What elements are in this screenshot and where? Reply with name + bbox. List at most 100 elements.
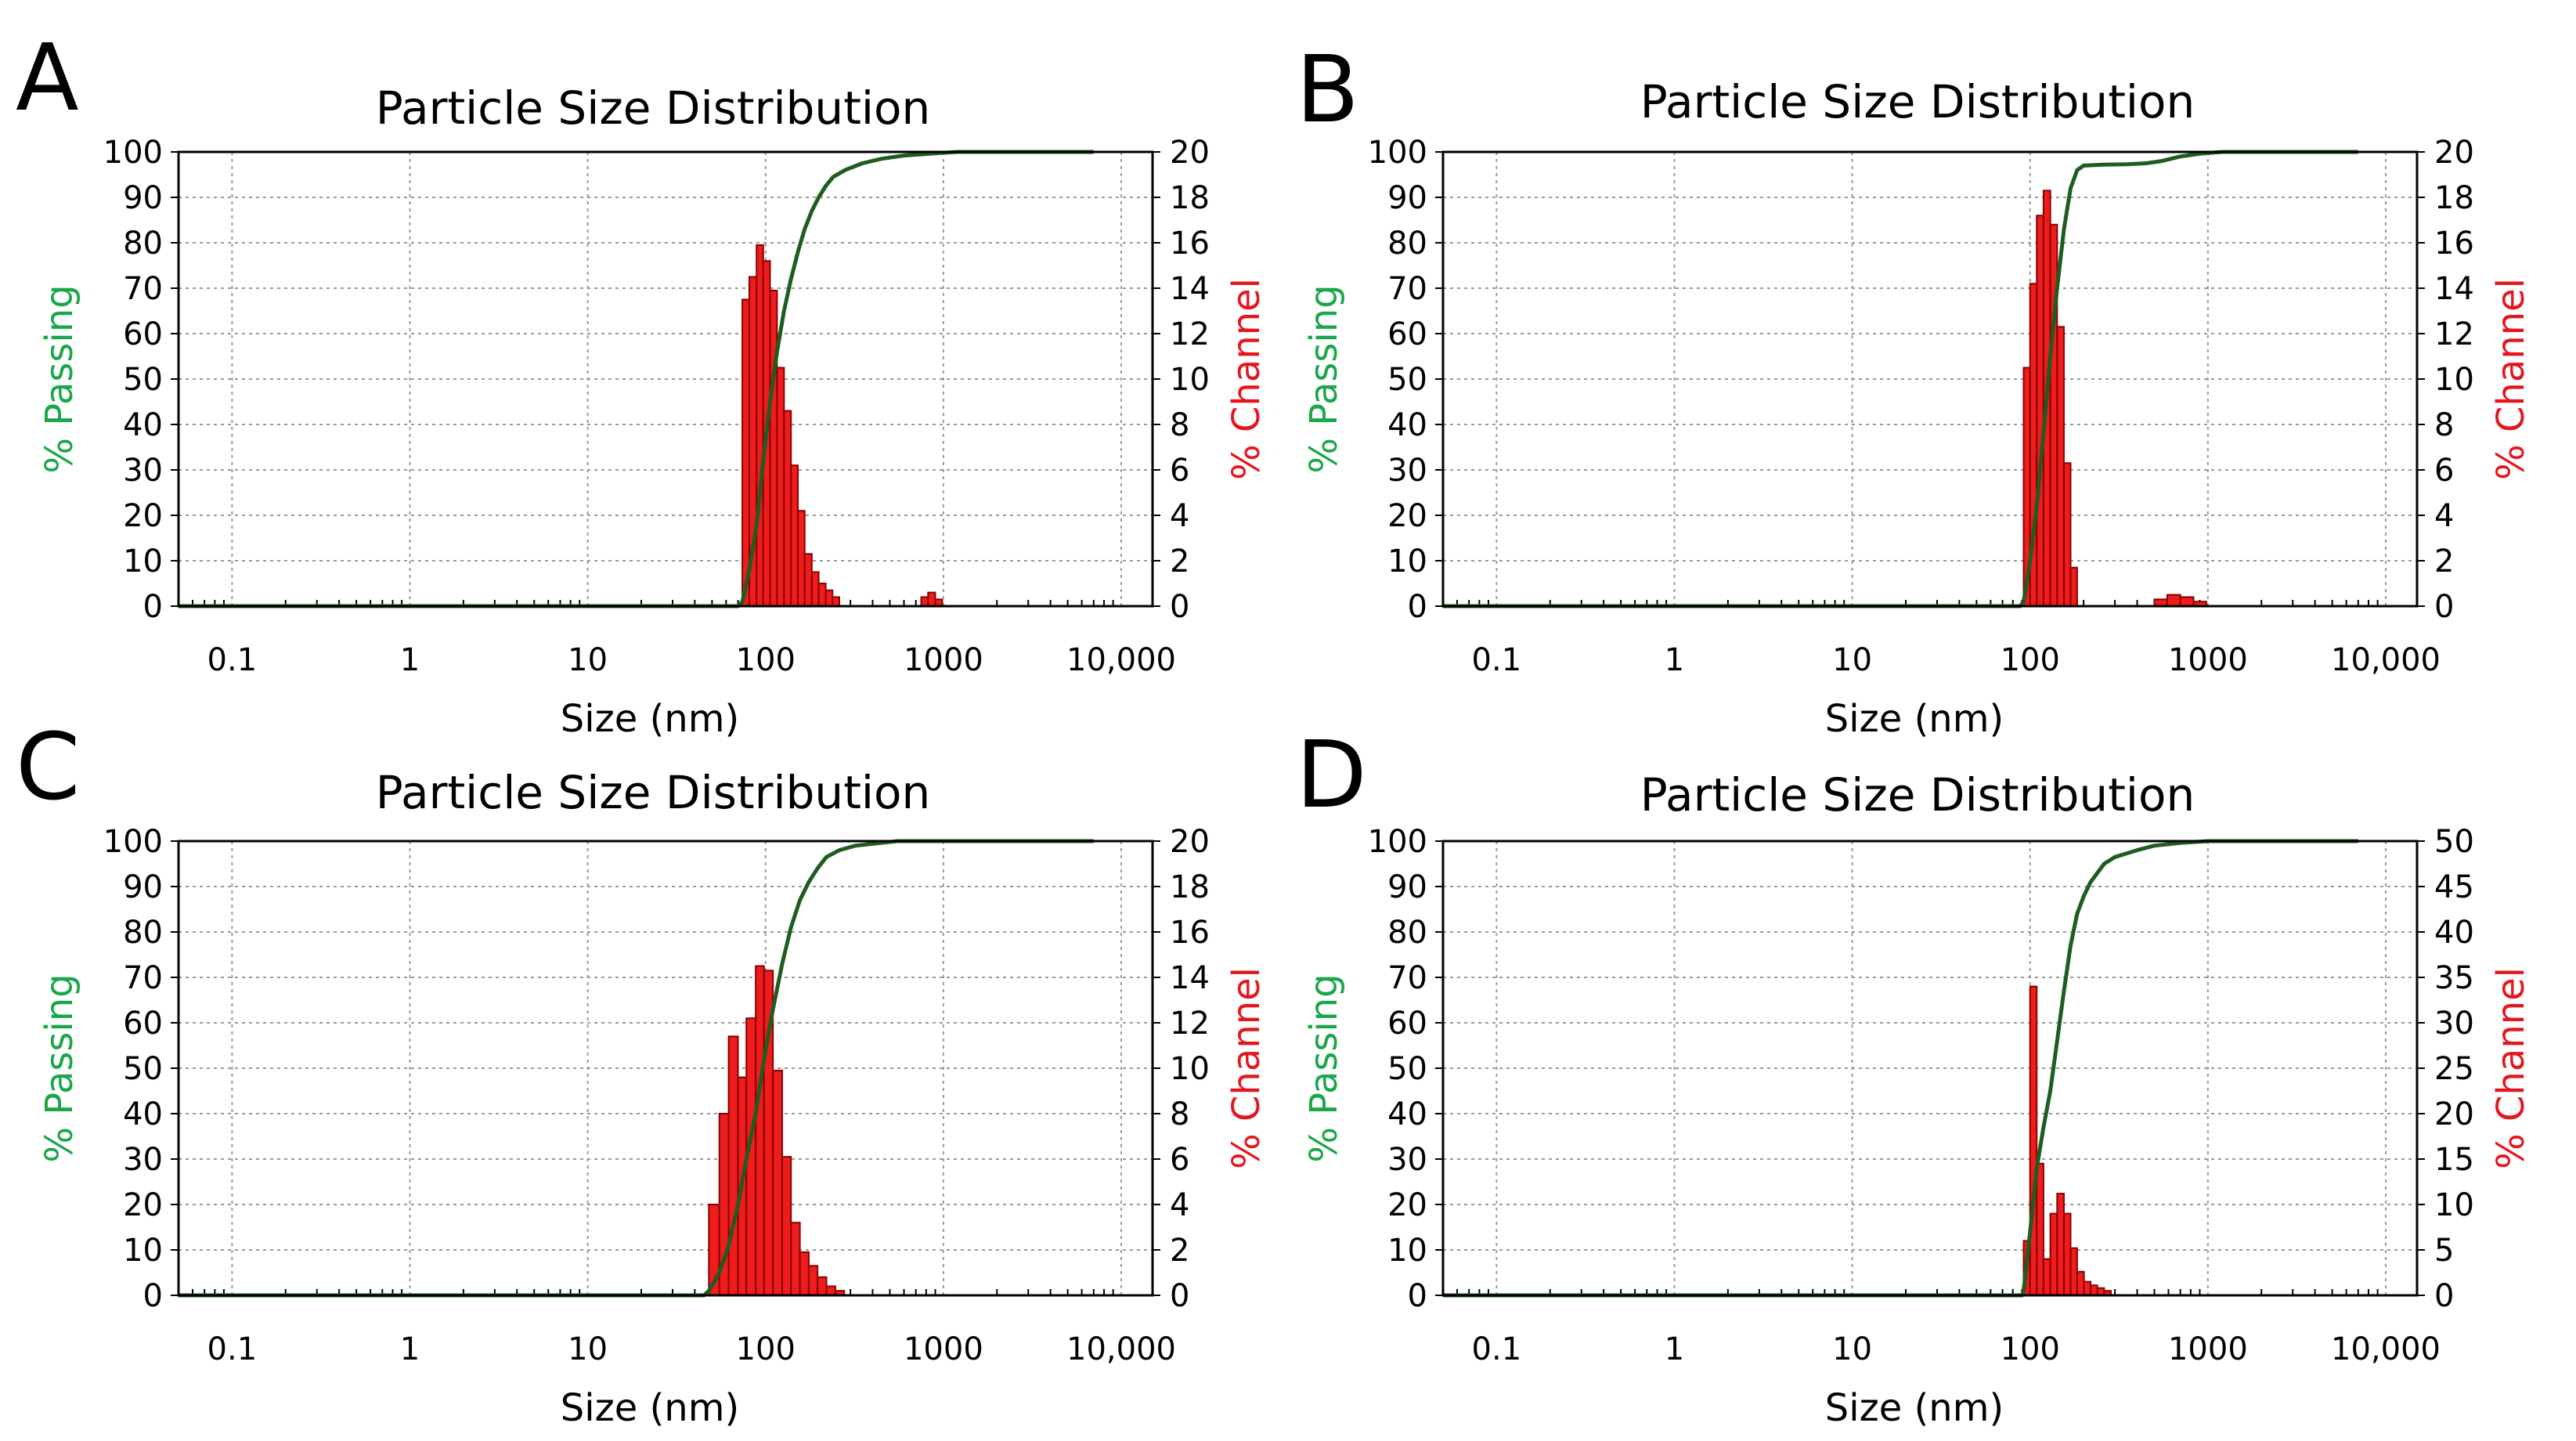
y-axis-title-left-d: % Passing (1302, 973, 1346, 1162)
y-right-tick-label: 14 (1170, 271, 1210, 307)
y-right-tick-label: 40 (2434, 915, 2474, 951)
y-left-tick-label: 90 (1387, 869, 1427, 905)
x-tick-label: 1000 (2168, 1331, 2248, 1367)
y-left-tick-label: 70 (123, 960, 163, 996)
y-axis-title-right-b: % Channel (2489, 278, 2533, 480)
y-left-tick-label: 30 (1387, 1142, 1427, 1178)
x-axis-title-b: Size (nm) (1825, 697, 2004, 741)
channel-bar (920, 596, 929, 608)
y-right-tick-label: 10 (2434, 1187, 2474, 1223)
y-right-tick-label: 18 (1170, 180, 1210, 216)
channel-bar (2049, 1212, 2058, 1296)
y-left-tick-label: 10 (123, 1233, 163, 1269)
y-left-tick-label: 40 (1387, 1096, 1427, 1132)
channel-bar (832, 596, 841, 608)
y-left-tick-label: 70 (123, 271, 163, 307)
channel-bar (790, 1222, 801, 1297)
x-tick-label: 1000 (904, 1331, 983, 1367)
channel-bar (781, 1156, 792, 1296)
channel-bar (807, 1265, 819, 1296)
chart-title-d: Particle Size Distribution (1640, 768, 2195, 822)
y-right-tick-label: 5 (2434, 1233, 2454, 1269)
x-tick-label: 10 (568, 1331, 608, 1367)
y-right-tick-label: 8 (2434, 407, 2454, 443)
channel-bar (799, 1251, 810, 1297)
channel-bar (790, 464, 799, 608)
channel-bar (817, 583, 827, 607)
channel-bar (772, 1069, 783, 1296)
channel-bar (2036, 1162, 2044, 1296)
channel-bar (797, 510, 806, 608)
y-left-tick-label: 30 (1387, 453, 1427, 489)
cumulative-passing-line (179, 839, 1094, 1298)
channel-bar (2029, 985, 2038, 1296)
channel-bar (2036, 215, 2044, 607)
y-left-tick-label: 50 (1387, 362, 1427, 398)
y-axis-title-left-b: % Passing (1302, 284, 1346, 473)
y-left-tick-label: 50 (1387, 1051, 1427, 1087)
channel-bar (756, 244, 764, 607)
y-left-tick-label: 80 (1387, 915, 1427, 951)
y-right-tick-label: 16 (1170, 226, 1210, 262)
y-left-tick-label: 10 (1387, 1233, 1427, 1269)
y-left-tick-label: 90 (123, 869, 163, 905)
y-left-tick-label: 60 (123, 316, 163, 352)
channel-bar (2042, 1258, 2051, 1296)
y-right-tick-label: 0 (2434, 1278, 2454, 1314)
x-tick-label: 0.1 (1472, 1331, 1522, 1367)
panel-letter-b: B (1296, 35, 1359, 143)
x-axis-title-a: Size (nm) (561, 697, 739, 741)
y-left-tick-label: 20 (123, 1187, 163, 1223)
x-tick-label: 10,000 (1066, 1331, 1176, 1367)
y-left-tick-label: 60 (123, 1006, 163, 1042)
x-axis-title-c: Size (nm) (561, 1386, 739, 1430)
channel-bar (2076, 1270, 2085, 1297)
y-left-tick-label: 30 (123, 1142, 163, 1178)
y-right-tick-label: 18 (1170, 869, 1210, 905)
y-right-tick-label: 16 (2434, 226, 2474, 262)
y-right-tick-label: 0 (1170, 1278, 1189, 1314)
y-left-tick-label: 70 (1387, 960, 1427, 996)
channel-bar (825, 1285, 836, 1297)
panel-b: B Particle Size Distribution 01020304050… (1296, 35, 2533, 741)
y-right-tick-label: 4 (1170, 498, 1189, 534)
panel-letter-c: C (16, 713, 80, 821)
channel-bar (817, 1276, 828, 1296)
y-right-tick-label: 6 (1170, 1142, 1189, 1178)
channel-bar (2166, 594, 2181, 607)
y-right-tick-label: 16 (1170, 915, 1210, 951)
panel-c: C Particle Size Distribution 01020304050… (16, 713, 1268, 1430)
channel-bar (2083, 1280, 2092, 1296)
y-right-tick-label: 6 (2434, 453, 2454, 489)
y-left-tick-label: 90 (1387, 180, 1427, 216)
y-right-tick-label: 20 (2434, 1096, 2474, 1132)
y-right-tick-label: 8 (1170, 1096, 1189, 1132)
y-left-tick-label: 20 (1387, 498, 1427, 534)
y-left-tick-label: 10 (1387, 544, 1427, 580)
y-right-tick-label: 12 (2434, 316, 2474, 352)
y-right-tick-label: 0 (1170, 589, 1189, 625)
x-axis-title-d: Size (nm) (1825, 1386, 2004, 1430)
x-tick-label: 100 (736, 1331, 796, 1367)
y-left-tick-label: 80 (123, 915, 163, 951)
y-right-tick-label: 25 (2434, 1051, 2474, 1087)
y-right-tick-label: 14 (2434, 271, 2474, 307)
y-left-tick-label: 60 (1387, 1006, 1427, 1042)
channel-bar (741, 298, 750, 607)
cumulative-passing-line (1443, 150, 2358, 609)
panel-a: A Particle Size Distribution 01020304050… (16, 23, 1268, 741)
channel-bar (727, 1035, 739, 1296)
y-left-tick-label: 10 (123, 544, 163, 580)
cumulative-passing-line (1443, 839, 2358, 1298)
y-left-tick-label: 80 (123, 226, 163, 262)
y-right-tick-label: 30 (2434, 1006, 2474, 1042)
y-right-tick-label: 12 (1170, 1006, 1210, 1042)
y-left-tick-label: 20 (1387, 1187, 1427, 1223)
channel-bar (783, 410, 792, 607)
y-right-tick-label: 18 (2434, 180, 2474, 216)
y-right-tick-label: 2 (2434, 544, 2454, 580)
channel-bar (824, 589, 834, 608)
y-axis-title-right-d: % Channel (2489, 967, 2533, 1169)
channel-bar (776, 367, 785, 607)
